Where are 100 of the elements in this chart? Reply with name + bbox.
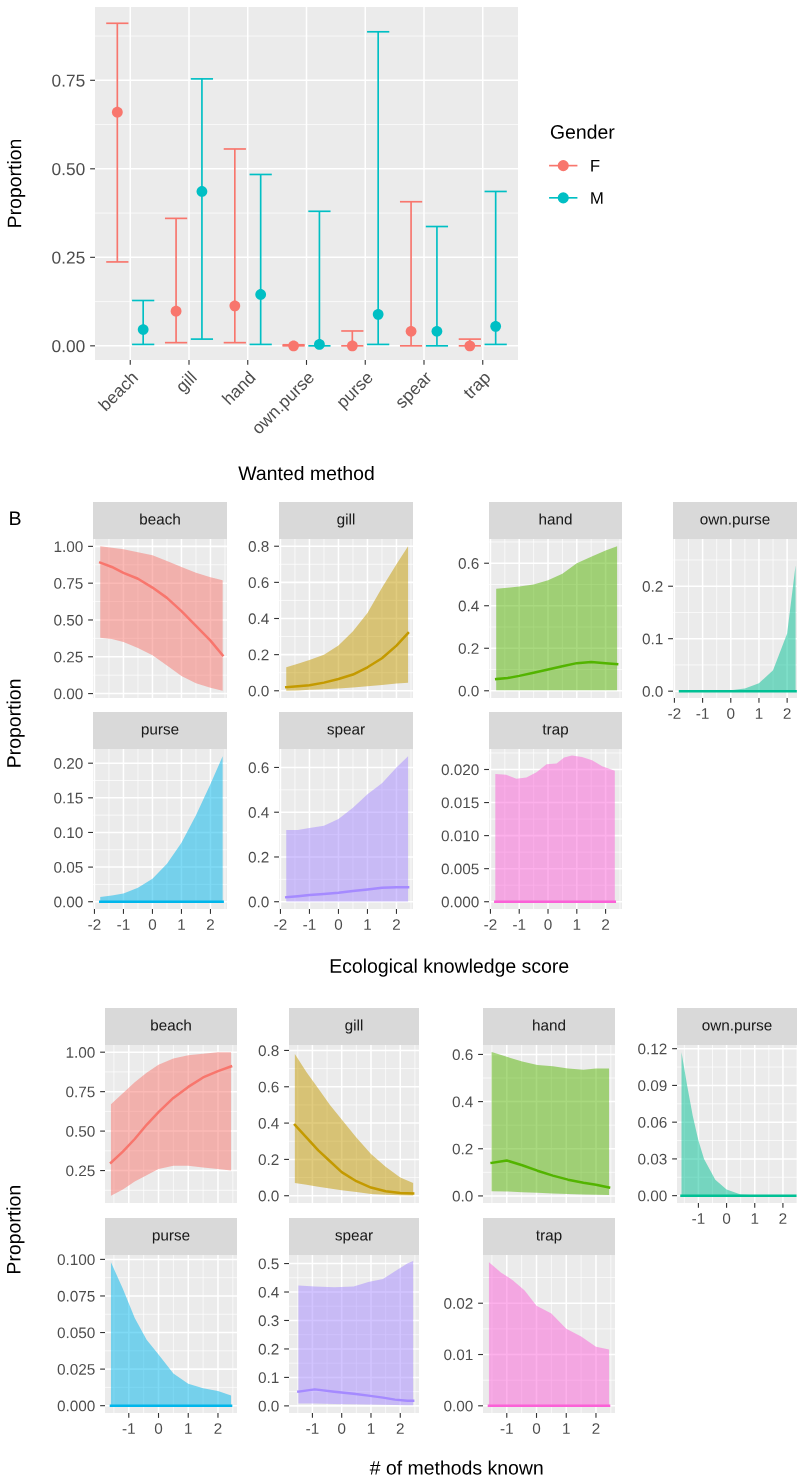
y-tick-label: 0.0: [452, 1190, 473, 1202]
chart-title: own.purse: [702, 1022, 772, 1034]
y-tick-label: 0.6: [258, 1081, 279, 1093]
x-axis-title: Wanted method: [238, 465, 374, 481]
x-axis-title: # of methods known: [369, 1460, 543, 1475]
chart-title: gill: [345, 1019, 363, 1034]
line-series: [99, 561, 224, 657]
line-series: [494, 660, 619, 681]
x-tick-label: -2: [668, 708, 681, 719]
line-series: [293, 1123, 415, 1195]
y-tick-label: 0.000: [441, 896, 479, 908]
y-tick-label: 0.2: [458, 643, 479, 654]
x-tick-label: 1: [367, 1423, 375, 1434]
y-tick-label: 0.6: [452, 1049, 473, 1061]
x-tick-label: 1: [185, 1423, 192, 1434]
x-tick-label: 1: [573, 919, 581, 930]
x-tick-label: 2: [392, 919, 400, 930]
y-tick-label: 0.100: [57, 1254, 95, 1266]
text: B: [10, 511, 21, 525]
y-tick-label: 0.4: [258, 1286, 279, 1298]
y-tick-label: 0.4: [248, 807, 269, 818]
chart-title: trap: [536, 1230, 562, 1244]
y-tick-label: 0.10: [54, 827, 83, 839]
x-tick-label: 2: [206, 919, 214, 930]
y-tick-label: 0.6: [248, 577, 269, 589]
x-tick-label: 2: [783, 708, 791, 719]
y-axis-title: Proportion: [6, 1186, 25, 1273]
x-tick-label: -1: [303, 919, 316, 930]
y-tick-label: 0.4: [248, 613, 269, 625]
y-tick-label: 0.4: [458, 600, 479, 612]
x-tick-label: -1: [696, 708, 709, 719]
line-series: [285, 885, 410, 899]
x-tick-label: -1: [692, 1213, 705, 1224]
y-tick-label: 0.00: [52, 340, 85, 353]
y-tick-label: 0.050: [57, 1327, 95, 1339]
y-tick-label: 0.0: [248, 896, 269, 908]
x-tick-label: 2: [396, 1423, 404, 1434]
x-tick-label: 2: [214, 1423, 222, 1434]
y-tick-label: 1.00: [66, 1047, 95, 1058]
y-tick-label: 0.005: [441, 863, 479, 875]
x-tick-label: -2: [274, 919, 287, 930]
y-tick-label: 0.02: [444, 1298, 473, 1309]
y-tick-label: 0.2: [248, 649, 269, 661]
y-tick-label: 0.025: [57, 1363, 95, 1375]
y-tick-label: 0.25: [52, 251, 85, 264]
x-tick-label: 0: [154, 1423, 163, 1434]
y-tick-label: 0.6: [458, 558, 479, 569]
x-tick-label: 0: [532, 1423, 541, 1434]
x-tick-label: 1: [178, 919, 185, 930]
x-tick-label: gill: [174, 370, 200, 396]
y-tick-label: 0.03: [638, 1153, 667, 1165]
y-tick-label: 0.09: [638, 1080, 667, 1092]
line-series: [297, 1388, 415, 1403]
chart-title: beach: [140, 513, 180, 525]
y-tick-label: 0.75: [66, 1086, 95, 1098]
x-tick-label: 1: [563, 1423, 570, 1434]
y-tick-label: 0.00: [444, 1400, 473, 1412]
x-tick-label: -2: [88, 919, 101, 930]
y-tick-label: 1.00: [54, 541, 83, 553]
y-tick-label: 0.00: [638, 1190, 667, 1202]
y-tick-label: 0.00: [54, 688, 83, 700]
x-tick-label: -1: [500, 1423, 513, 1434]
y-tick-label: 0.00: [54, 896, 83, 908]
y-tick-label: 0.8: [248, 541, 269, 552]
y-tick-label: 0.0: [458, 685, 479, 697]
chart-title: purse: [141, 726, 179, 738]
y-tick-label: 0.3: [258, 1315, 279, 1327]
x-tick-label: 2: [779, 1213, 787, 1224]
x-tick-label: -1: [513, 919, 526, 930]
chart-title: spear: [335, 1232, 373, 1244]
y-tick-label: 0.01: [444, 1349, 473, 1361]
y-tick-label: 0.2: [258, 1343, 279, 1355]
y-tick-label: 0.50: [52, 162, 85, 176]
y-tick-label: 0.020: [441, 764, 479, 776]
x-tick-label: 1: [751, 1213, 759, 1224]
y-axis-title: Proportion: [7, 139, 26, 227]
y-tick-label: 0.8: [258, 1045, 279, 1057]
y-tick-label: 0.0: [258, 1190, 279, 1202]
line-series: [490, 1159, 611, 1189]
chart-title: hand: [539, 513, 572, 525]
y-tick-label: 0.4: [258, 1117, 279, 1129]
chart-title: trap: [542, 724, 569, 738]
y-tick-label: 0.20: [54, 758, 83, 769]
x-tick-label: 2: [592, 1423, 600, 1434]
y-tick-label: 0.06: [638, 1117, 667, 1128]
legend-title: Gender: [550, 124, 615, 139]
x-tick-label: -1: [117, 919, 130, 930]
x-tick-label: 0: [338, 1423, 346, 1434]
y-tick-label: 0.15: [54, 792, 83, 804]
x-axis-title: Ecological knowledge score: [330, 958, 569, 977]
y-tick-label: 0.2: [248, 851, 269, 863]
legend-label: M: [591, 192, 603, 204]
y-tick-label: 0.2: [258, 1154, 279, 1166]
chart-title: own.purse: [700, 516, 770, 528]
y-tick-label: 0.50: [66, 1125, 95, 1137]
y-tick-label: 0.000: [57, 1400, 95, 1412]
y-tick-label: 0.12: [638, 1043, 667, 1055]
x-tick-label: 1: [364, 919, 371, 930]
x-tick-label: 2: [602, 919, 610, 930]
y-tick-label: 0.2: [452, 1143, 473, 1155]
